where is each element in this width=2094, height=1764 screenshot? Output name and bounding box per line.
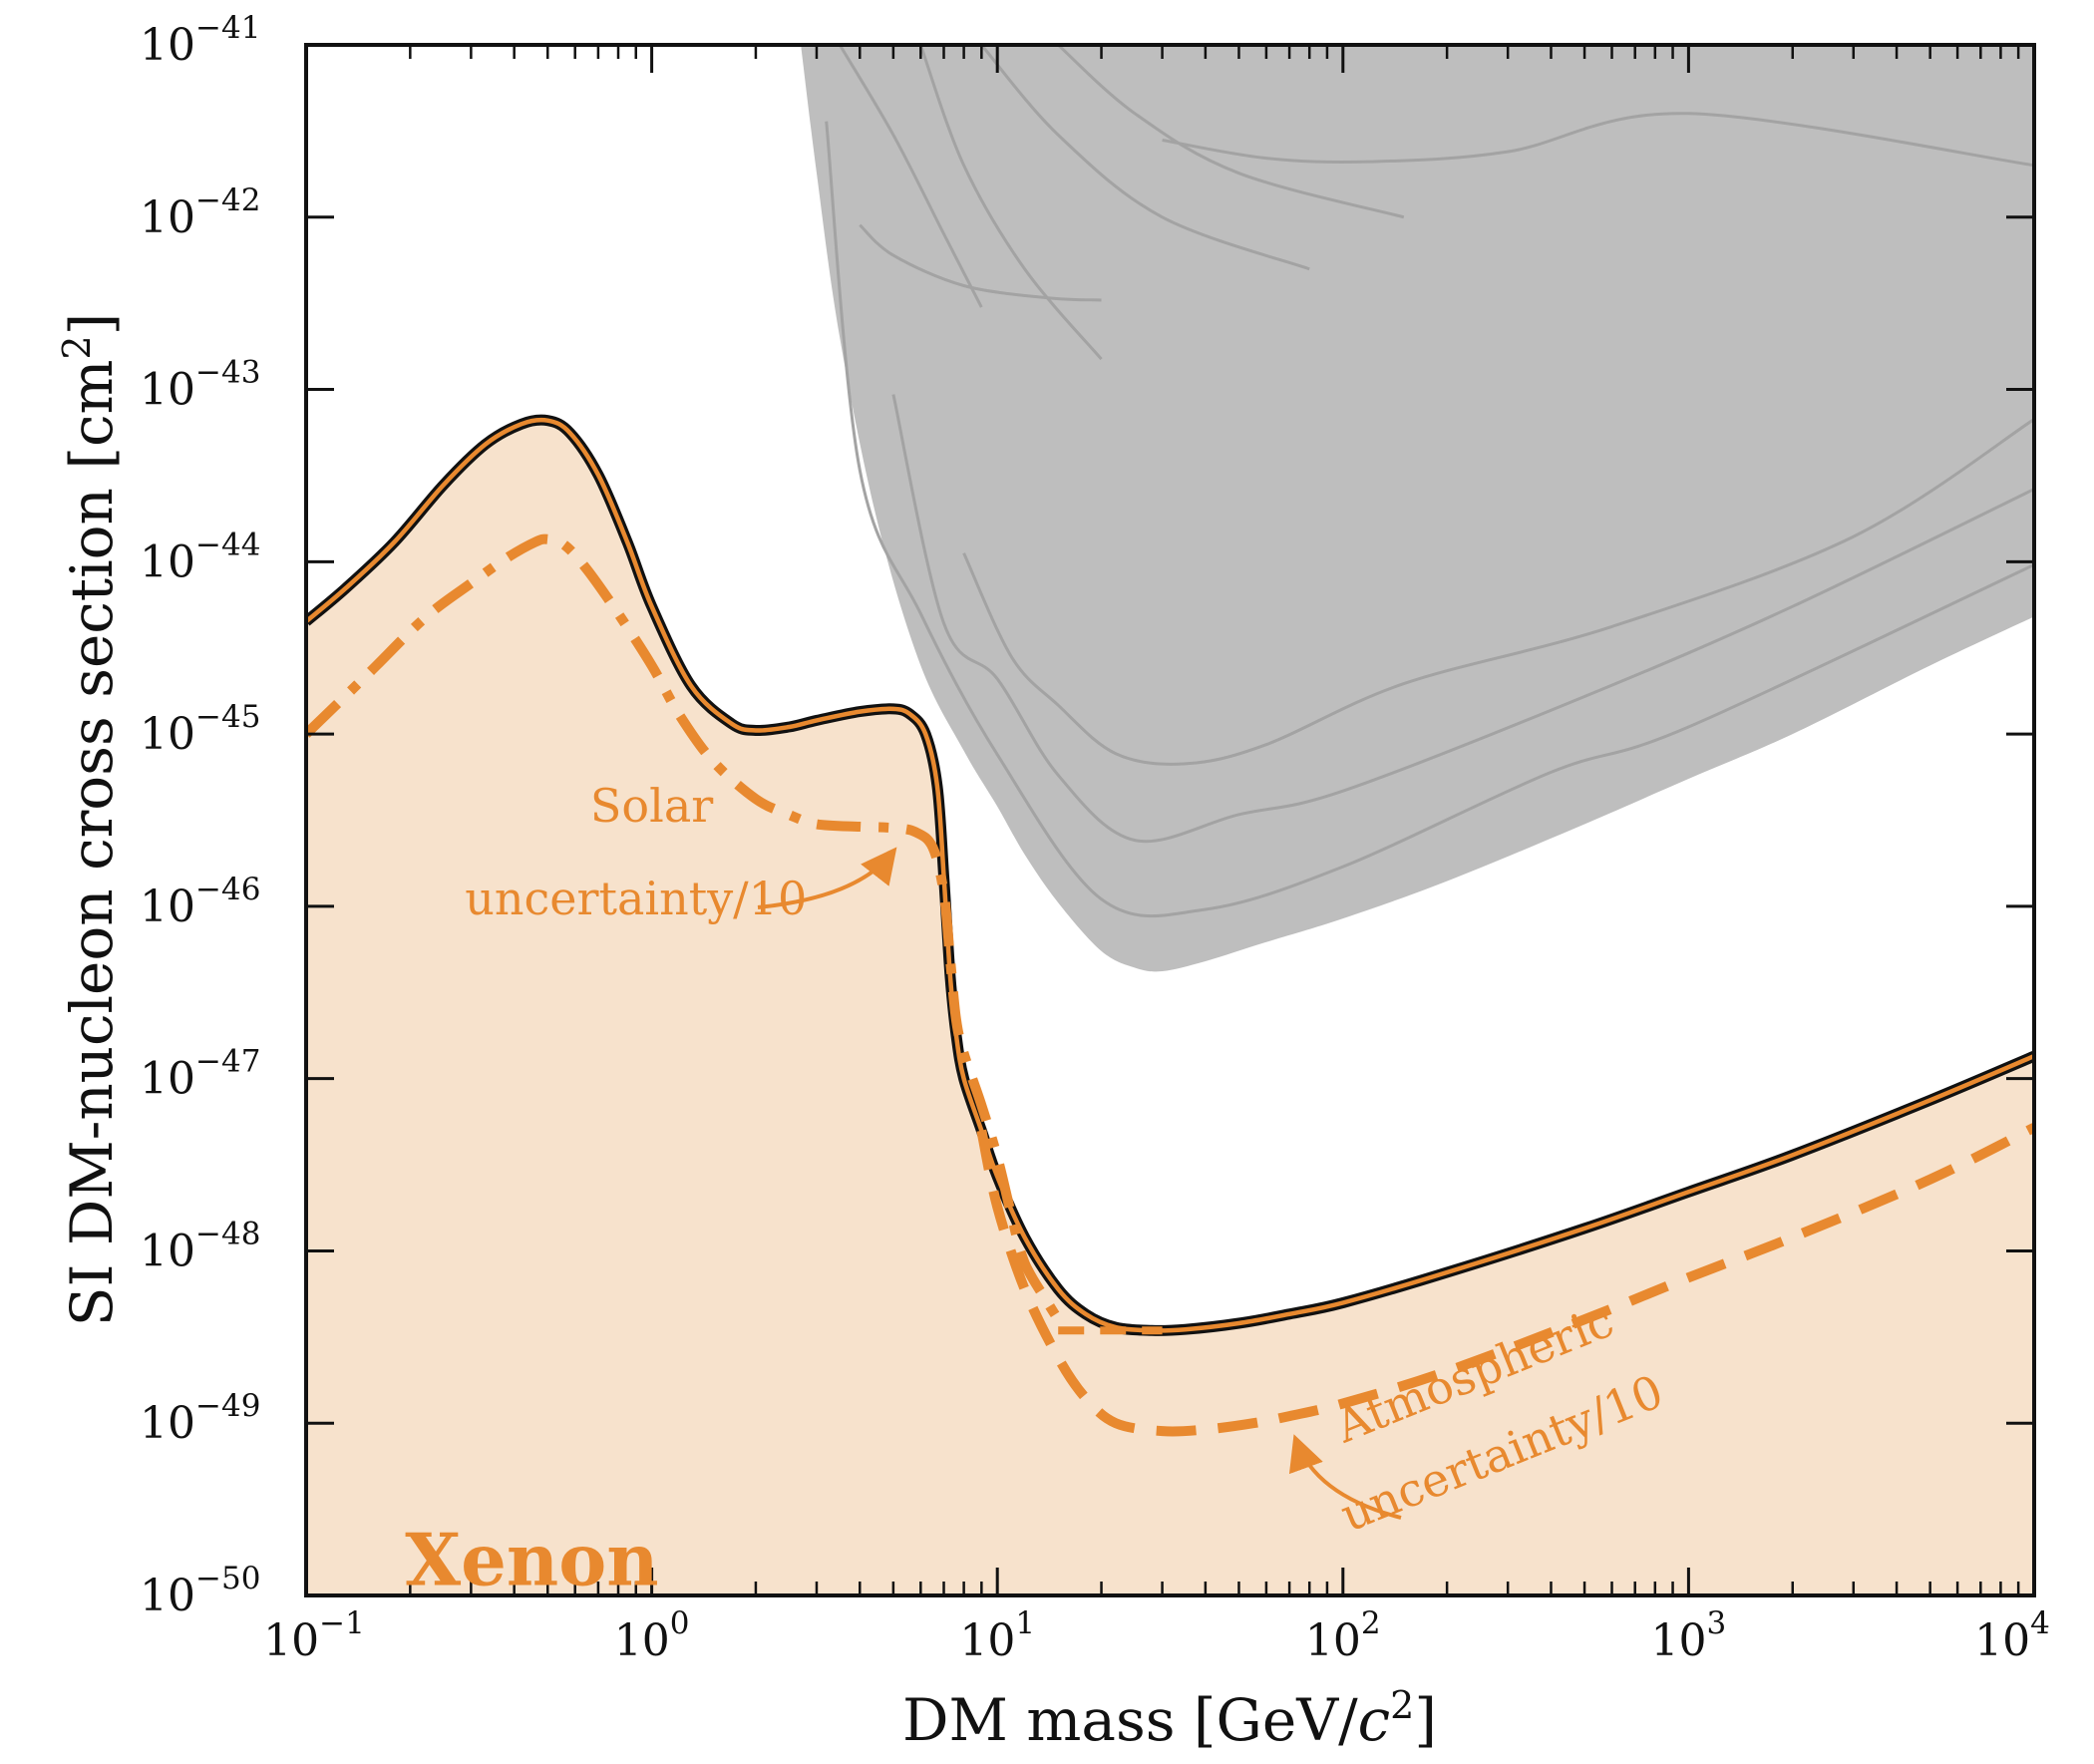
x-axis-title: DM mass [GeV/c2] <box>902 1683 1437 1754</box>
y-tick-label: 10−49 <box>140 1388 260 1449</box>
excluded-limit-curve <box>838 45 983 308</box>
solar-uncertainty-line <box>306 533 1063 1322</box>
y-tick-label: 10−43 <box>140 355 260 416</box>
excluded-limit-curve <box>825 121 2034 917</box>
xenon-label: Xenon <box>405 1518 658 1602</box>
excluded-limit-curve <box>859 223 1102 302</box>
excluded-limit-curve <box>962 418 2034 766</box>
x-tick-labels: 10−1 100 101 102 103 104 <box>263 1605 2050 1666</box>
x-tick-label: 102 <box>1305 1605 1381 1666</box>
x-tick-label: 101 <box>959 1605 1035 1666</box>
axis-ticks <box>304 43 2036 1597</box>
x-tick-label: 103 <box>1651 1605 1727 1666</box>
excluded-region <box>801 45 2034 972</box>
excluded-limit-curve <box>980 45 1310 271</box>
x-tick-label: 100 <box>614 1605 690 1666</box>
y-tick-label: 10−41 <box>140 10 260 71</box>
neutrino-floor-line <box>306 417 2034 1333</box>
x-tick-label: 104 <box>1974 1605 2050 1666</box>
y-tick-label: 10−42 <box>140 182 260 243</box>
y-tick-label: 10−48 <box>140 1216 260 1276</box>
y-tick-label: 10−50 <box>140 1561 260 1621</box>
excluded-limit-curves <box>825 45 2034 917</box>
atmospheric-uncertainty-line <box>976 1123 2034 1437</box>
x-tick-label: 10−1 <box>263 1605 365 1666</box>
solar-annotation-arrow <box>757 847 897 909</box>
plot-frame <box>304 43 2036 1597</box>
excluded-limit-curve <box>1162 112 2034 168</box>
excluded-limit-curve <box>918 45 1103 361</box>
annotation-label-0: Solar <box>590 779 713 833</box>
y-tick-label: 10−44 <box>140 527 260 587</box>
y-tick-labels: 10−50 10−49 10−48 10−47 10−46 10−45 10−44 10−43… <box>140 10 260 1621</box>
excluded-limit-curve <box>891 394 2034 844</box>
atmospheric-annotation-arrow <box>1288 1434 1402 1520</box>
y-tick-label: 10−45 <box>140 699 260 760</box>
excluded-limit-curve <box>1057 45 1405 219</box>
annotation-label-1: uncertainty/10 <box>465 872 807 925</box>
y-axis-title: SI DM-nucleon cross section [cm2] <box>55 313 126 1327</box>
y-tick-label: 10−46 <box>140 872 260 932</box>
xenon-sensitivity-fill <box>306 420 2034 1595</box>
y-tick-label: 10−47 <box>140 1044 260 1105</box>
